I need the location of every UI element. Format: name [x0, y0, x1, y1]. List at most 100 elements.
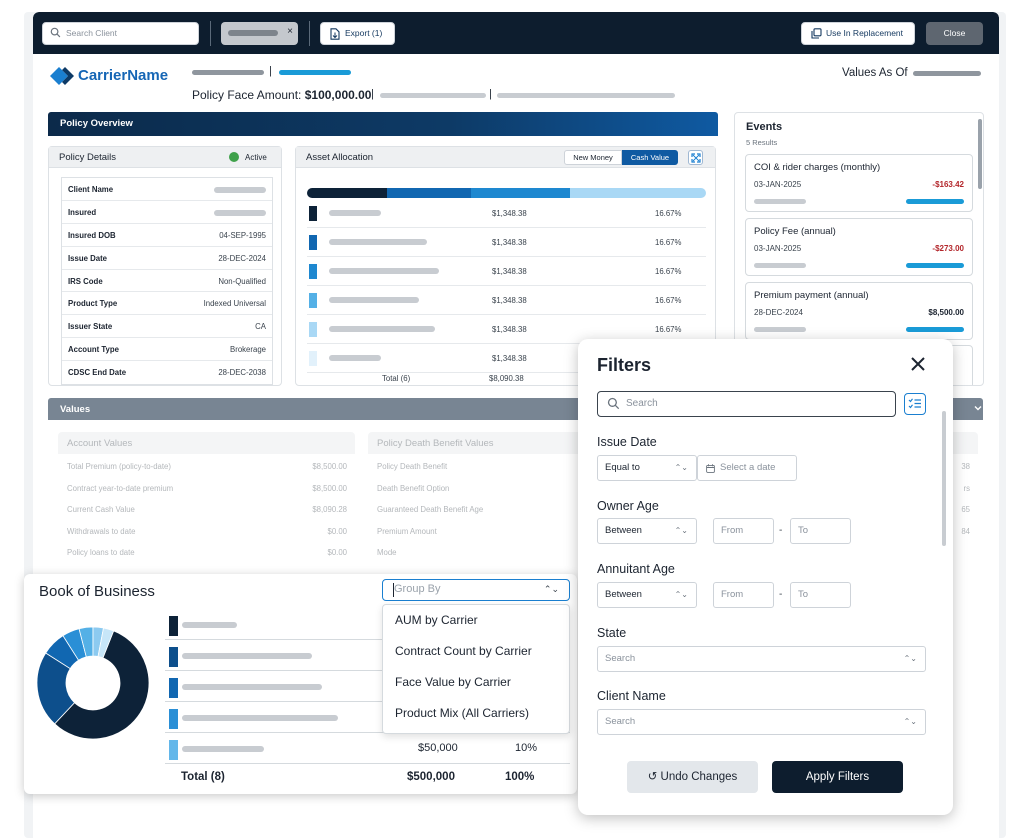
export-button[interactable]: Export (1): [320, 22, 395, 45]
status-dot-icon: [229, 152, 239, 162]
allocation-segment: [307, 188, 387, 198]
book-row-name-placeholder: [182, 684, 322, 690]
event-card[interactable]: Policy Fee (annual) 03-JAN-2025 -$273.00: [745, 218, 973, 276]
filters-dialog: Filters Search Issue Date Equal to ⌃⌄ Se…: [578, 339, 953, 815]
chevron-updown-icon: ⌃⌄: [543, 584, 559, 594]
owner-age-from-input[interactable]: From: [713, 518, 774, 544]
asset-allocation-header: Asset Allocation New Money Cash Value: [296, 147, 715, 168]
policy-face-amount: Policy Face Amount: $100,000.00: [192, 88, 371, 102]
asset-allocation-card: Asset Allocation New Money Cash Value $1…: [295, 146, 716, 386]
annuitant-age-from-input[interactable]: From: [713, 582, 774, 608]
policy-detail-row: Insured DOB 04-SEP-1995: [62, 224, 272, 247]
use-in-replacement-button[interactable]: Use In Replacement: [801, 22, 915, 45]
events-scrollbar[interactable]: [978, 119, 982, 189]
event-name: Premium payment (annual): [754, 290, 869, 301]
account-values-title: Account Values: [67, 438, 133, 449]
client-name-select[interactable]: Search ⌃⌄: [597, 709, 926, 735]
book-total-percent: 100%: [505, 771, 535, 783]
new-money-toggle[interactable]: New Money: [564, 150, 622, 165]
expand-button[interactable]: [688, 150, 703, 165]
account-values-card: Account Values Total Premium (policy-to-…: [58, 432, 355, 562]
policy-detail-value: Brokerage: [230, 345, 266, 355]
allocation-amount: $1,348.38: [492, 325, 527, 334]
account-value-label: Current Cash Value: [67, 505, 135, 514]
cash-value-toggle[interactable]: Cash Value: [622, 150, 678, 165]
allocation-segment: [386, 188, 471, 198]
book-row-name-placeholder: [182, 746, 264, 752]
group-by-option[interactable]: Contract Count by Carrier: [395, 644, 532, 658]
state-select[interactable]: Search ⌃⌄: [597, 646, 926, 672]
selected-client-chip[interactable]: ×: [221, 22, 298, 45]
event-progress-bar: [906, 263, 964, 268]
group-by-option[interactable]: AUM by Carrier: [395, 613, 478, 627]
undo-changes-button[interactable]: ↺ Undo Changes: [627, 761, 758, 793]
allocation-swatch: [309, 206, 317, 221]
filter-list-button[interactable]: [904, 393, 926, 415]
group-by-option[interactable]: Face Value by Carrier: [395, 675, 511, 689]
header-placeholder-bar-accent: [279, 70, 351, 75]
close-button[interactable]: Close: [926, 22, 983, 45]
owner-age-label: Owner Age: [597, 499, 659, 513]
owner-age-operator-select[interactable]: Between ⌃⌄: [597, 518, 697, 544]
annuitant-age-to-input[interactable]: To: [790, 582, 851, 608]
allocation-swatch: [309, 351, 317, 366]
header-placeholder-bar: [192, 70, 264, 75]
allocation-total-amount: $8,090.38: [489, 374, 524, 383]
policy-detail-value: 28-DEC-2024: [218, 253, 266, 263]
policy-detail-value: [214, 185, 266, 194]
policy-detail-value: CA: [255, 322, 266, 332]
copy-icon: [811, 28, 822, 39]
allocation-row: $1,348.38 16.67%: [307, 315, 706, 344]
chevron-updown-icon: ⌃⌄: [903, 717, 917, 726]
book-row-swatch: [169, 678, 178, 698]
apply-filters-button[interactable]: Apply Filters: [772, 761, 903, 793]
event-progress-bar: [906, 327, 964, 332]
group-by-placeholder: Group By: [394, 583, 441, 595]
allocation-amount: $1,348.38: [492, 238, 527, 247]
owner-age-to-input[interactable]: To: [790, 518, 851, 544]
death-benefit-row: Guaranteed Death Benefit Age 65: [368, 499, 978, 520]
client-name-label: Client Name: [597, 689, 666, 703]
client-search-input[interactable]: Search Client: [42, 22, 199, 45]
book-row: [165, 609, 570, 640]
donut-slice[interactable]: [54, 630, 150, 740]
group-by-select[interactable]: Group By ⌃⌄: [382, 579, 570, 601]
filters-scrollbar[interactable]: [942, 411, 946, 546]
death-benefit-label: Death Benefit Option: [377, 483, 450, 493]
policy-overview-title: Policy Overview: [60, 118, 133, 129]
policy-detail-label: Insured: [68, 207, 97, 217]
chevron-updown-icon: ⌃⌄: [674, 526, 688, 535]
issue-date-picker[interactable]: Select a date: [697, 455, 797, 481]
issue-date-placeholder: Select a date: [720, 462, 776, 473]
group-by-option[interactable]: Product Mix (All Carriers): [395, 706, 530, 720]
book-row: [165, 671, 570, 702]
state-label: State: [597, 626, 627, 640]
chip-label-placeholder: [228, 30, 278, 36]
book-row-name-placeholder: [182, 622, 237, 628]
event-amount: -$163.42: [932, 180, 964, 189]
policy-detail-value: 04-SEP-1995: [219, 230, 266, 240]
issue-date-operator-select[interactable]: Equal to ⌃⌄: [597, 455, 697, 481]
chip-close-icon[interactable]: ×: [287, 26, 293, 37]
death-benefit-label: Policy Death Benefit: [377, 462, 448, 471]
book-row: [165, 702, 570, 733]
account-value-amount: $8,500.00: [312, 483, 347, 493]
account-value-amount: $8,500.00: [312, 462, 347, 471]
toolbar-divider: [309, 21, 310, 46]
allocation-percent: 16.67%: [655, 238, 682, 247]
annuitant-age-from-placeholder: From: [721, 589, 744, 600]
close-icon[interactable]: [909, 355, 927, 373]
owner-age-to-placeholder: To: [798, 525, 809, 536]
filter-search-input[interactable]: Search: [597, 391, 896, 417]
allocation-name-placeholder: [329, 297, 419, 303]
event-card[interactable]: COI & rider charges (monthly) 03-JAN-2025…: [745, 154, 973, 212]
book-of-business-panel: Book of Business Group By ⌃⌄ AUM by Carr…: [24, 574, 577, 794]
book-row-swatch: [169, 616, 178, 636]
annuitant-age-operator-select[interactable]: Between ⌃⌄: [597, 582, 697, 608]
event-name: COI & rider charges (monthly): [754, 162, 881, 173]
death-benefit-row: Premium Amount 84: [368, 521, 978, 542]
donut-slice[interactable]: [97, 627, 115, 659]
event-card[interactable]: Premium payment (annual) 28-DEC-2024 $8,50…: [745, 282, 973, 340]
account-value-label: Total Premium (policy-to-date): [67, 462, 171, 471]
header-placeholder-bar: [380, 93, 486, 98]
